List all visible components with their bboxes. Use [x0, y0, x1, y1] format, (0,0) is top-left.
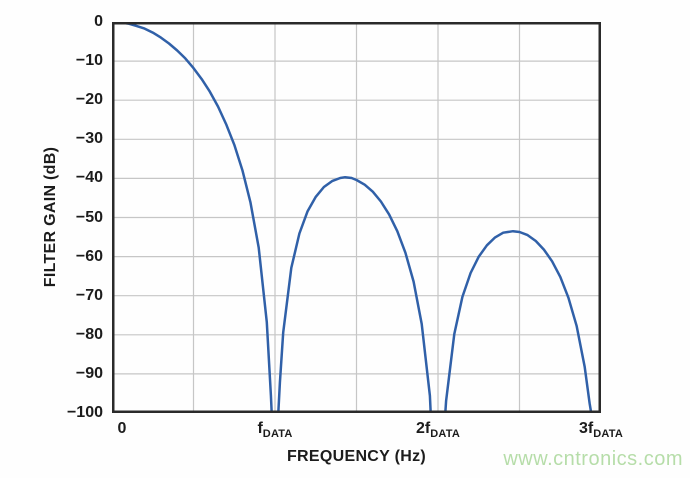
- filter-gain-curve: [112, 22, 593, 413]
- y-tick-label: −90: [75, 364, 103, 382]
- y-axis-tick-labels: 0 −10 −20 −30 −40 −50 −60 −70 −80 −90 −100: [0, 13, 103, 421]
- x-tick-subscript: DATA: [593, 428, 623, 440]
- plot-frame: [112, 22, 601, 413]
- y-tick-label: −40: [75, 169, 103, 187]
- y-tick-label: −20: [75, 91, 103, 109]
- y-tick-label: −50: [75, 208, 103, 226]
- x-tick-label: 2fDATA: [416, 420, 460, 440]
- x-tick-text: 2f: [416, 420, 431, 437]
- x-tick-subscript: DATA: [430, 428, 460, 440]
- watermark-text: www.cntronics.com: [503, 448, 683, 470]
- x-tick-subscript: DATA: [262, 428, 293, 440]
- x-tick-text: 3f: [579, 420, 594, 437]
- grid-lines: [112, 22, 601, 413]
- y-tick-label: −10: [75, 52, 103, 70]
- y-tick-label: −70: [75, 286, 103, 304]
- x-tick-label: fDATA: [257, 420, 292, 440]
- y-tick-label: −100: [66, 404, 103, 421]
- x-axis-title: FREQUENCY (Hz): [286, 448, 427, 465]
- y-tick-label: −60: [75, 247, 103, 265]
- x-tick-label: 0: [118, 420, 127, 438]
- x-tick-label: 3fDATA: [579, 420, 623, 440]
- y-tick-label: −80: [75, 325, 103, 343]
- x-tick-text: 0: [117, 420, 127, 437]
- x-axis-tick-labels: 0 fDATA 2fDATA 3fDATA: [112, 420, 623, 444]
- plot-area: [112, 22, 601, 413]
- x-tick-text: f: [257, 420, 263, 437]
- y-tick-label: −30: [75, 130, 103, 148]
- y-tick-label: 0: [94, 13, 103, 30]
